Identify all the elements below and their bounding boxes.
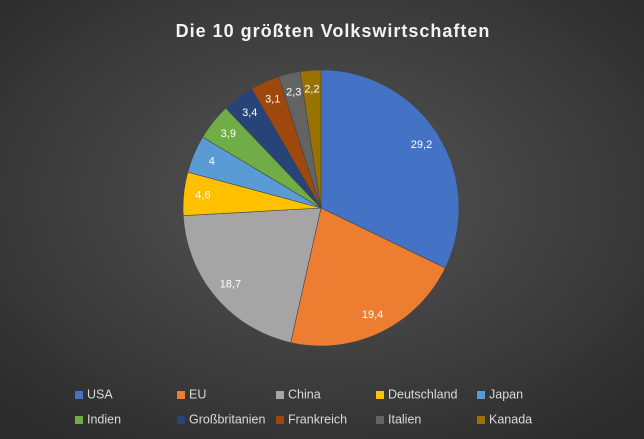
legend-label: Kanada — [489, 412, 532, 426]
data-label: 18,7 — [220, 279, 241, 291]
legend-label: Indien — [87, 412, 121, 426]
pie-slice — [320, 69, 460, 269]
chart-title: Die 10 größten Volkswirtschaften — [176, 21, 491, 41]
legend-marker — [376, 391, 384, 399]
data-label: 4 — [209, 156, 215, 168]
legend-label: China — [288, 387, 321, 401]
legend-label: EU — [189, 387, 206, 401]
data-label: 3,1 — [265, 93, 280, 105]
data-label: 19,4 — [362, 309, 383, 321]
legend-marker — [177, 416, 185, 424]
legend-label: Japan — [489, 387, 523, 401]
legend-marker — [75, 391, 83, 399]
legend-label: USA — [87, 387, 113, 401]
data-label: 29,2 — [411, 139, 432, 151]
legend-marker — [75, 416, 83, 424]
pie-slice — [182, 207, 322, 343]
legend-label: Deutschland — [388, 387, 458, 401]
legend-label: Italien — [388, 412, 421, 426]
legend-marker — [376, 416, 384, 424]
pie-slice — [290, 207, 446, 347]
legend-label: Großbritanien — [189, 412, 265, 426]
data-label: 2,3 — [286, 86, 301, 98]
data-label: 2,2 — [304, 84, 319, 96]
legend-marker — [276, 416, 284, 424]
data-label: 3,9 — [221, 128, 236, 140]
legend-label: Frankreich — [288, 412, 347, 426]
legend-marker — [477, 391, 485, 399]
legend-marker — [177, 391, 185, 399]
data-label: 4,6 — [195, 190, 210, 202]
pie-slice — [299, 69, 322, 209]
data-label: 3,4 — [242, 107, 257, 119]
legend-marker — [276, 391, 284, 399]
legend-marker — [477, 416, 485, 424]
